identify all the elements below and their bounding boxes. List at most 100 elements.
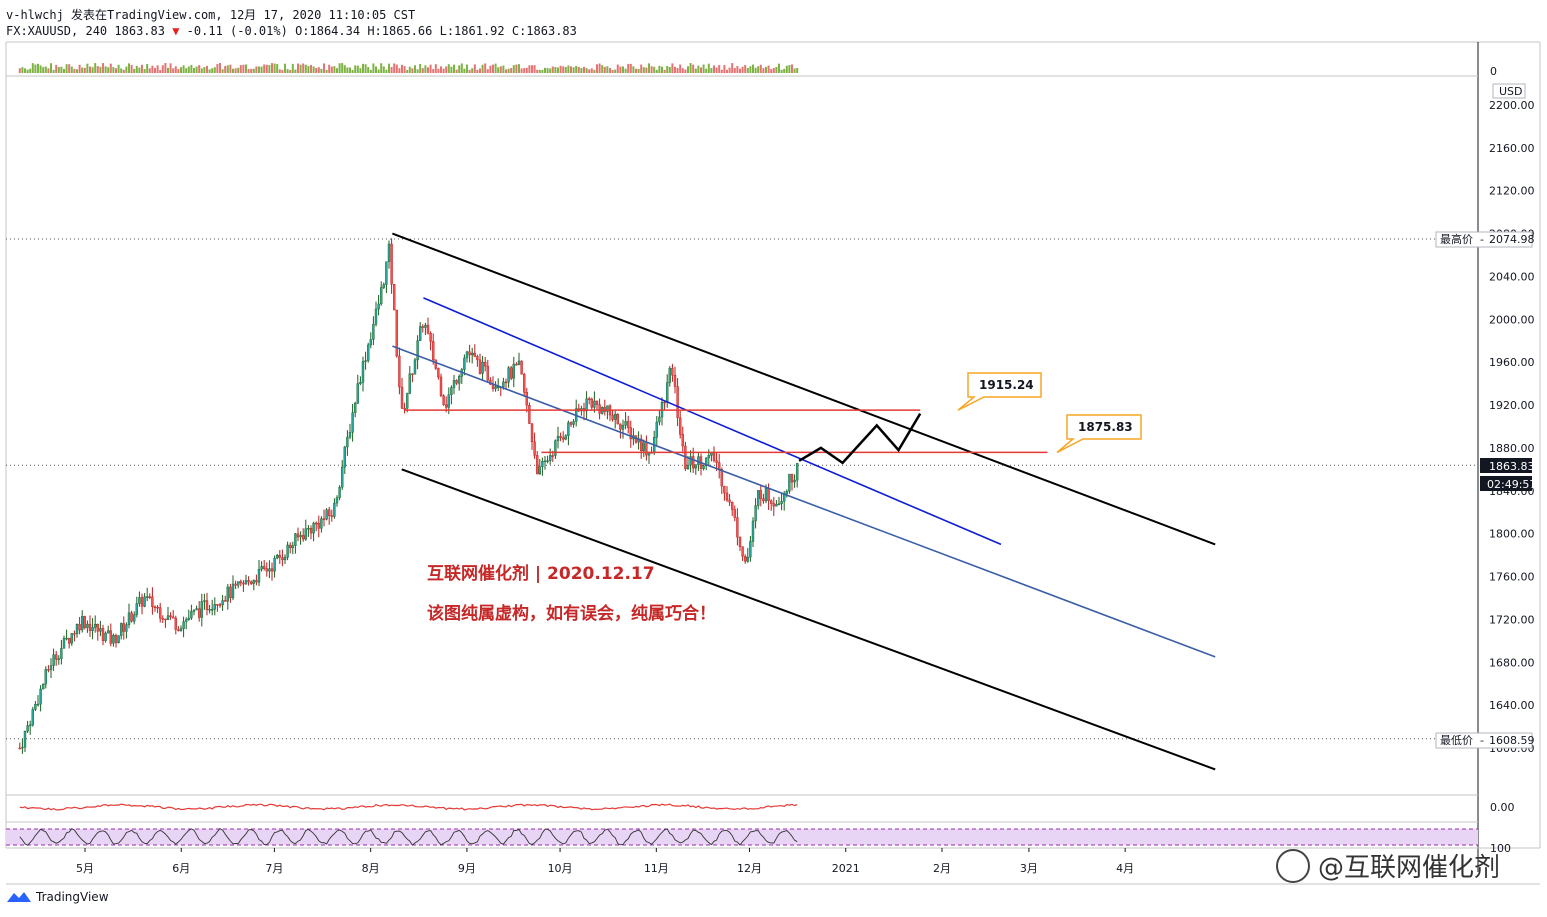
tradingview-brand: TradingView xyxy=(36,890,109,904)
candle-body-72 xyxy=(205,600,209,610)
volume-bar-79 xyxy=(224,66,227,73)
volume-bar-295 xyxy=(785,65,788,73)
candle-body-68 xyxy=(195,608,198,611)
symbol-label[interactable]: FX:XAUUSD, 240 xyxy=(6,24,108,38)
volume-bar-183 xyxy=(494,63,497,73)
channel-line-0[interactable] xyxy=(392,232,1216,546)
volume-bar-216 xyxy=(580,68,583,73)
volume-bar-209 xyxy=(562,66,565,73)
volume-bar-275 xyxy=(733,68,736,73)
candle-body-88 xyxy=(247,580,250,583)
callout-1915[interactable]: 1915.24 xyxy=(957,372,1042,411)
volume-bar-49 xyxy=(146,63,149,73)
volume-bar-95 xyxy=(265,64,268,73)
y-tick-label-1: 2160.00 xyxy=(1489,142,1535,155)
channel-line-3[interactable] xyxy=(392,345,1216,658)
volume-bar-143 xyxy=(390,67,393,73)
candle-body-66 xyxy=(190,611,193,619)
volume-bar-90 xyxy=(252,68,255,73)
candle-body-31 xyxy=(99,628,102,632)
close-value: C:1863.83 xyxy=(511,24,577,38)
channel-line-2[interactable] xyxy=(423,297,1002,546)
candle-body-116 xyxy=(320,518,323,529)
candle-body-113 xyxy=(312,522,315,534)
volume-bar-62 xyxy=(179,67,182,73)
trend-lines[interactable] xyxy=(392,232,1216,771)
price-axis[interactable]: 2200.002160.002120.002080.002040.002000.… xyxy=(1489,99,1535,755)
candle-body-111 xyxy=(307,528,310,530)
volume-bar-58 xyxy=(169,63,172,73)
volume-bar-19 xyxy=(68,64,71,73)
candle-body-229 xyxy=(613,413,617,420)
volume-bar-70 xyxy=(200,68,203,73)
candle-body-251 xyxy=(671,367,674,376)
candle-body-228 xyxy=(611,414,614,420)
volume-bar-78 xyxy=(221,69,224,73)
candle-body-161 xyxy=(437,368,440,378)
watermark: @互联网催化剂 xyxy=(1276,847,1500,884)
volume-bar-56 xyxy=(164,63,167,73)
volume-bar-98 xyxy=(273,63,276,73)
high-badge-box xyxy=(1435,231,1533,248)
volume-bar-174 xyxy=(471,68,474,73)
volume-bar-232 xyxy=(621,66,624,73)
volume-bar-108 xyxy=(299,64,302,73)
volume-bar-80 xyxy=(226,65,229,73)
time-axis[interactable]: 5月 6月 7月 8月 9月 10月 11月 12月 2021 2月 3月 4月 xyxy=(76,848,1134,875)
candle-body-287 xyxy=(764,488,768,502)
volume-bar-254 xyxy=(679,64,682,73)
candle-body-202 xyxy=(543,460,547,463)
candle-body-135 xyxy=(369,339,372,346)
candle-body-16 xyxy=(60,648,63,659)
tradingview-footer[interactable]: TradingView xyxy=(6,890,109,904)
candle-body-23 xyxy=(78,624,81,631)
annotation-title[interactable]: 互联网催化剂 | 2020.12.17 xyxy=(427,563,655,584)
candle-body-211 xyxy=(567,422,570,436)
volume-bar-221 xyxy=(593,69,596,73)
candle-body-283 xyxy=(754,505,757,522)
callout-1875[interactable]: 1875.83 xyxy=(1056,414,1142,454)
volume-bar-191 xyxy=(515,64,518,73)
candle-body-59 xyxy=(171,616,175,619)
candle-body-175 xyxy=(473,352,476,357)
volume-bar-53 xyxy=(156,65,159,73)
candle-body-270 xyxy=(720,469,723,487)
volume-bar-238 xyxy=(637,68,640,73)
volume-bar-291 xyxy=(775,66,778,73)
volume-bar-65 xyxy=(187,66,190,73)
candle-body-43 xyxy=(130,612,133,622)
volume-bar-47 xyxy=(140,64,143,73)
candle-body-259 xyxy=(691,456,695,469)
volume-bar-13 xyxy=(52,69,55,73)
candle-body-284 xyxy=(756,490,760,506)
candle-body-158 xyxy=(429,332,432,342)
candle-body-107 xyxy=(296,533,300,538)
candle-body-222 xyxy=(595,400,599,405)
projection-path[interactable] xyxy=(798,412,922,465)
volume-bar-233 xyxy=(624,68,627,73)
volume-bar-60 xyxy=(174,66,177,73)
currency-box[interactable] xyxy=(1492,83,1526,99)
candle-body-60 xyxy=(174,617,177,630)
volume-bar-234 xyxy=(627,63,630,73)
candle-body-248 xyxy=(663,401,666,404)
volume-bar-107 xyxy=(296,63,299,73)
volume-bar-0 xyxy=(18,68,21,73)
volume-bar-281 xyxy=(749,66,752,73)
volume-bar-225 xyxy=(603,66,606,73)
volume-bar-36 xyxy=(112,67,115,73)
volume-bar-81 xyxy=(229,64,232,73)
volume-bar-267 xyxy=(712,65,715,73)
candle-body-241 xyxy=(645,442,648,456)
volume-bar-104 xyxy=(289,69,292,73)
candle-body-5 xyxy=(31,709,34,726)
y-tick-label-14: 1640.00 xyxy=(1489,699,1535,712)
channel-line-1[interactable] xyxy=(401,468,1216,771)
candle-body-110 xyxy=(304,528,307,540)
candle-body-128 xyxy=(351,412,354,433)
volume-bar-114 xyxy=(315,67,318,73)
annotation-disclaimer[interactable]: 该图纯属虚构，如有误会，纯属巧合！ xyxy=(427,603,716,624)
candle-body-64 xyxy=(184,619,188,622)
candle-body-7 xyxy=(36,703,40,706)
